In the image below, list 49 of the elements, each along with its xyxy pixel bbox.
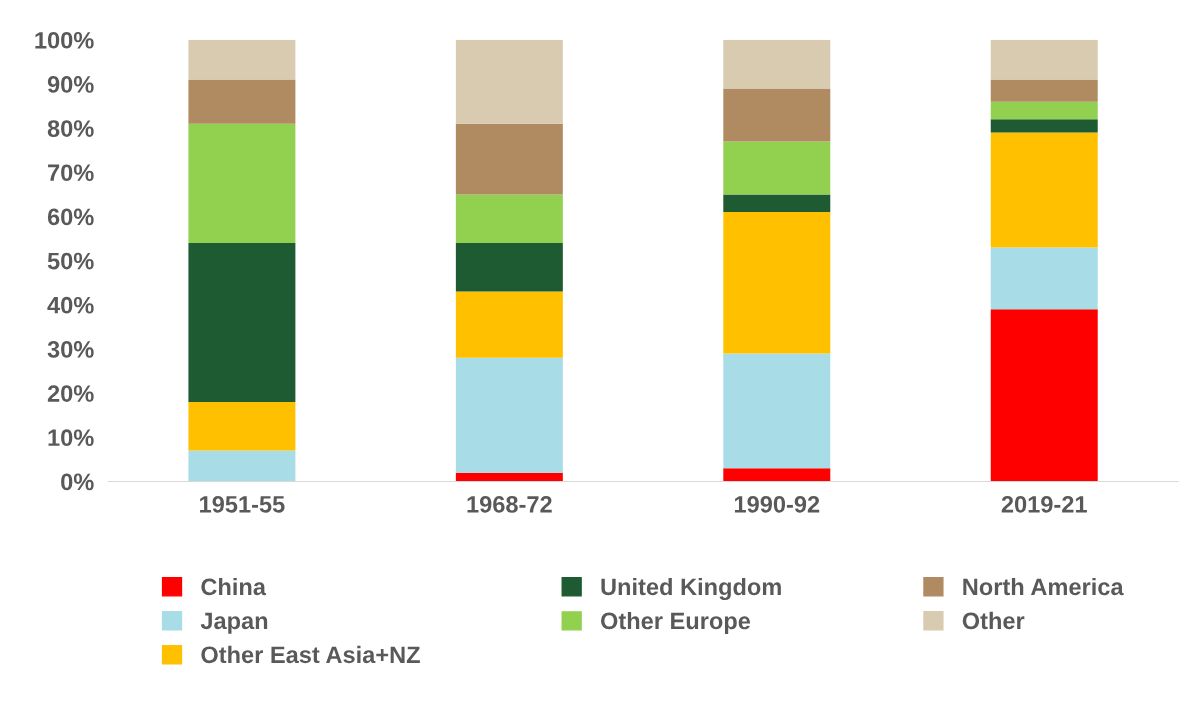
bar <box>455 39 563 124</box>
y-tick-label: 0% <box>61 473 94 491</box>
bar <box>188 79 296 124</box>
x-tick-label: 1990-92 <box>734 495 820 513</box>
legend-label: Other Europe <box>600 611 751 634</box>
y-tick-label: 80% <box>47 120 94 137</box>
bar <box>723 212 831 354</box>
y-tick-label: 90% <box>47 76 94 93</box>
bar <box>990 309 1098 482</box>
bar <box>990 101 1098 120</box>
x-tick-label: 1968-72 <box>467 495 552 513</box>
legend-label: Other East Asia+NZ <box>201 645 420 664</box>
y-tick-label: 20% <box>47 385 94 402</box>
legend-label: China <box>201 577 267 596</box>
bar <box>723 353 831 469</box>
y-tick-label: 40% <box>47 296 94 314</box>
y-tick-label: 50% <box>47 252 94 270</box>
bar <box>188 242 296 402</box>
bar <box>188 401 296 451</box>
y-tick-label: 60% <box>47 208 94 226</box>
y-tick-label: 100% <box>35 31 94 49</box>
bar <box>723 468 831 482</box>
bar <box>723 88 831 142</box>
x-tick-label: 2019-21 <box>1001 495 1087 513</box>
bar <box>990 132 1098 248</box>
legend-label: North America <box>963 577 1124 596</box>
bar <box>188 123 296 243</box>
legend-label: Other <box>962 611 1025 630</box>
bar <box>455 291 563 358</box>
legend-label: Japan <box>200 612 268 634</box>
y-tick-label: 30% <box>47 341 94 358</box>
legend-label: United Kingdom <box>601 577 781 601</box>
bar <box>455 194 563 243</box>
bar <box>723 141 831 195</box>
bar <box>723 194 831 213</box>
bar <box>990 39 1098 80</box>
bar <box>990 247 1098 310</box>
bar <box>723 39 831 89</box>
y-tick-label: 10% <box>48 429 94 447</box>
bar <box>455 472 563 482</box>
bar <box>455 357 563 473</box>
bar <box>990 79 1098 102</box>
y-tick-label: 70% <box>48 164 94 182</box>
bar <box>188 450 296 482</box>
bar <box>990 119 1098 133</box>
bar <box>455 242 563 292</box>
bar <box>455 123 563 195</box>
x-tick-label: 1951-55 <box>200 495 285 513</box>
bar <box>188 39 296 80</box>
